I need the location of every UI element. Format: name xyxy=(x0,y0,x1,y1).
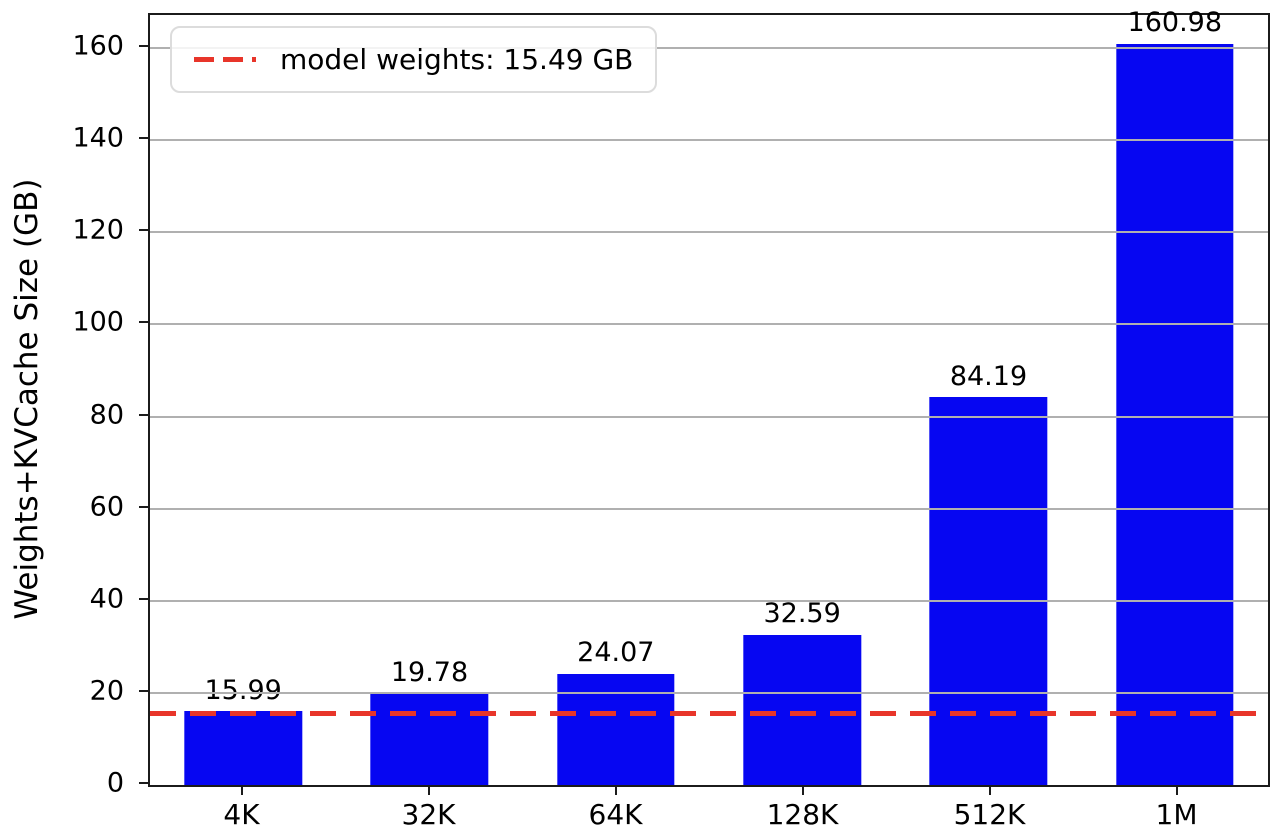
x-tick-mark-4K xyxy=(240,787,243,795)
bar-1M xyxy=(1116,43,1234,785)
x-tick-label-512K: 512K xyxy=(953,798,1026,831)
x-tick-slot-512K: 512K xyxy=(896,787,1083,831)
y-tick-mark-160 xyxy=(139,45,148,48)
y-tick-label-140: 140 xyxy=(72,122,124,154)
y-tick-mark-20 xyxy=(139,689,148,692)
y-tick-label-160: 160 xyxy=(72,30,124,62)
x-tick-mark-64K xyxy=(614,787,617,795)
bar-64K xyxy=(557,674,675,785)
bar-value-label-128K: 32.59 xyxy=(763,598,841,630)
x-tick-slot-4K: 4K xyxy=(148,787,335,831)
y-tick-mark-120 xyxy=(139,229,148,232)
y-tick-mark-40 xyxy=(139,597,148,600)
x-tick-mark-1M xyxy=(1175,787,1178,795)
x-tick-mark-512K xyxy=(988,787,991,795)
bar-value-label-32K: 19.78 xyxy=(390,657,469,689)
x-tick-label-4K: 4K xyxy=(223,798,260,831)
x-tick-label-1M: 1M xyxy=(1155,798,1198,831)
bar-value-label-4K: 15.99 xyxy=(204,674,282,706)
y-tick-label-0: 0 xyxy=(106,767,124,799)
y-axis-ticks: 0 20 40 60 80 100 120 140 160 xyxy=(0,13,148,797)
bar-value-label-1M: 160.98 xyxy=(1127,6,1223,38)
gridline-120 xyxy=(150,231,1268,234)
bar-32K xyxy=(370,693,489,785)
bars-container: 15.99 19.78 24.07 32.59 84.19 160.98 xyxy=(150,8,1268,785)
x-tick-slot-1M: 1M xyxy=(1083,787,1270,831)
x-tick-label-32K: 32K xyxy=(401,798,456,831)
x-tick-mark-32K xyxy=(427,787,430,795)
bar-slot-32K: 19.78 xyxy=(336,15,522,785)
y-tick-mark-80 xyxy=(139,413,148,416)
dashed-line-legend-swatch xyxy=(194,57,256,62)
gridline-80 xyxy=(150,415,1268,418)
gridline-60 xyxy=(150,507,1268,510)
y-tick-mark-60 xyxy=(139,505,148,508)
model-weights-reference-line xyxy=(150,711,1268,717)
y-tick-label-60: 60 xyxy=(89,491,124,523)
x-tick-slot-64K: 64K xyxy=(522,787,709,831)
legend-label: model weights: 15.49 GB xyxy=(280,43,634,76)
bar-value-label-64K: 24.07 xyxy=(577,637,655,669)
gridline-40 xyxy=(150,599,1268,602)
y-tick-mark-100 xyxy=(139,321,148,324)
bar-4K xyxy=(184,711,302,785)
legend: model weights: 15.49 GB xyxy=(170,26,658,93)
x-tick-slot-32K: 32K xyxy=(335,787,522,831)
gridline-20 xyxy=(150,691,1268,694)
bar-slot-4K: 15.99 xyxy=(150,15,336,785)
y-tick-label-20: 20 xyxy=(89,675,124,707)
bar-slot-128K: 32.59 xyxy=(709,15,895,785)
bar-128K xyxy=(743,634,861,785)
y-tick-label-120: 120 xyxy=(72,214,124,246)
y-tick-label-100: 100 xyxy=(72,306,124,338)
bar-value-label-512K: 84.19 xyxy=(949,360,1028,392)
gridline-140 xyxy=(150,139,1268,142)
gridline-160 xyxy=(150,47,1268,50)
y-tick-mark-0 xyxy=(139,782,148,784)
gridline-100 xyxy=(150,323,1268,326)
bar-slot-1M: 160.98 xyxy=(1082,8,1268,785)
x-tick-mark-128K xyxy=(801,787,804,795)
plot-area: 15.99 19.78 24.07 32.59 84.19 160.98 model we… xyxy=(148,8,1270,787)
x-tick-slot-128K: 128K xyxy=(709,787,896,831)
x-axis-ticks: 4K 32K 64K 128K 512K 1M xyxy=(148,787,1270,831)
y-tick-label-40: 40 xyxy=(89,583,124,615)
x-tick-label-128K: 128K xyxy=(766,798,839,831)
x-tick-label-64K: 64K xyxy=(588,798,643,831)
y-tick-label-80: 80 xyxy=(89,399,124,431)
bar-512K xyxy=(929,397,1048,785)
y-tick-mark-140 xyxy=(139,137,148,140)
bar-slot-512K: 84.19 xyxy=(895,15,1081,785)
bar-slot-64K: 24.07 xyxy=(523,15,709,785)
